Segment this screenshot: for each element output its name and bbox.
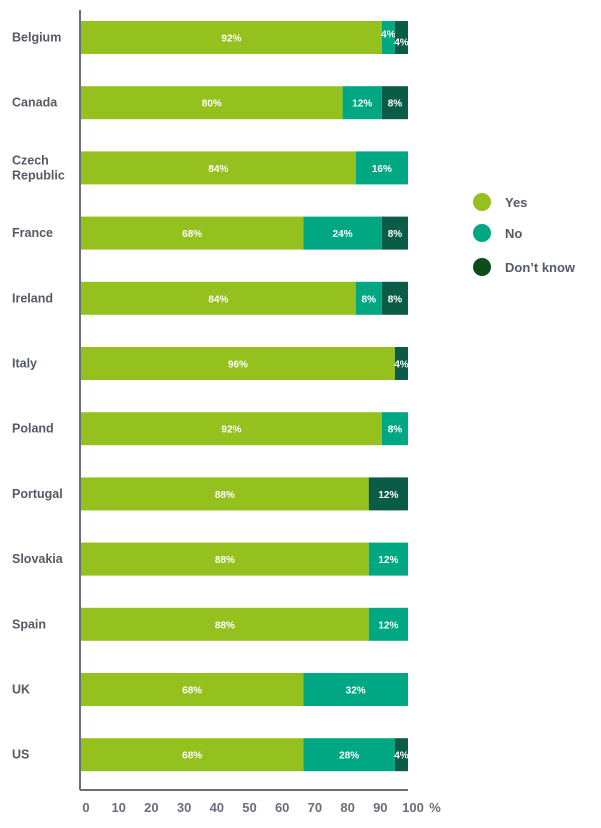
legend-marker-2: [473, 258, 491, 276]
data-label: 4%: [394, 751, 409, 762]
bar-no: [342, 86, 382, 120]
category-label: Portugal: [12, 487, 63, 501]
data-label: 4%: [381, 30, 396, 41]
data-label: 24%: [333, 229, 353, 240]
x-tick-label: 100: [402, 800, 424, 815]
data-label: 8%: [388, 229, 403, 240]
data-label: 92%: [221, 34, 241, 45]
x-tick-label: 70: [308, 800, 322, 815]
bar-yes: [81, 542, 369, 576]
x-tick-label: 10: [111, 800, 125, 815]
bar-no: [303, 673, 408, 706]
x-tick-label: 0: [82, 800, 89, 815]
legend-marker-1: [473, 224, 491, 242]
bar-no: [355, 151, 408, 185]
data-label: 4%: [394, 38, 409, 49]
x-tick-label: 50: [242, 800, 256, 815]
data-label: 88%: [215, 555, 235, 566]
category-label: Republic: [12, 168, 65, 182]
category-label: Spain: [12, 617, 46, 631]
bar-don-t-know: [381, 86, 408, 120]
bar-yes: [81, 347, 395, 380]
data-label: 4%: [394, 360, 409, 371]
x-tick-label: 40: [210, 800, 224, 815]
bar-no: [381, 21, 395, 54]
bar-no: [368, 607, 408, 641]
bar-don-t-know: [381, 216, 408, 250]
legend-label: Don’t know: [505, 260, 576, 275]
data-label: 80%: [202, 99, 222, 110]
data-label: 92%: [221, 425, 241, 436]
category-label: Italy: [12, 357, 37, 371]
bar-yes: [81, 21, 382, 54]
category-label: UK: [12, 683, 30, 697]
data-label: 96%: [228, 360, 248, 371]
data-label: 12%: [352, 99, 372, 110]
category-label: Slovakia: [12, 552, 64, 566]
data-label: 16%: [372, 164, 392, 175]
data-label: 12%: [378, 555, 398, 566]
x-tick-label: 90: [373, 800, 387, 815]
data-label: 12%: [378, 490, 398, 501]
category-label: Czech: [12, 153, 49, 167]
category-label: US: [12, 748, 29, 762]
bar-don-t-know: [394, 21, 408, 54]
data-label: 8%: [388, 425, 403, 436]
bar-yes: [81, 477, 369, 511]
bar-yes: [81, 86, 343, 120]
bar-no: [303, 216, 382, 250]
bar-don-t-know: [394, 738, 408, 772]
bar-yes: [81, 281, 356, 315]
data-label: 32%: [346, 686, 366, 697]
data-label: 68%: [182, 751, 202, 762]
data-label: 68%: [182, 686, 202, 697]
data-label: 84%: [208, 164, 228, 175]
data-label: 88%: [215, 490, 235, 501]
bar-no: [381, 412, 408, 446]
bar-yes: [81, 216, 304, 250]
bar-don-t-know: [394, 347, 408, 380]
x-tick-label: 80: [340, 800, 354, 815]
legend-marker-0: [473, 193, 491, 211]
category-label: Ireland: [12, 291, 53, 305]
x-axis-unit: %: [429, 800, 441, 815]
bar-yes: [81, 738, 304, 772]
data-label: 8%: [388, 99, 403, 110]
bar-yes: [81, 412, 382, 446]
x-tick-label: 60: [275, 800, 289, 815]
category-label: Canada: [12, 96, 58, 110]
category-label: France: [12, 226, 53, 240]
bar-don-t-know: [368, 477, 408, 511]
category-label: Poland: [12, 422, 54, 436]
data-label: 88%: [215, 620, 235, 631]
legend-label: Yes: [505, 195, 527, 210]
bar-yes: [81, 673, 304, 706]
bar-yes: [81, 151, 356, 185]
data-label: 28%: [339, 751, 359, 762]
data-label: 8%: [388, 294, 403, 305]
bar-no: [303, 738, 395, 772]
data-label: 84%: [208, 294, 228, 305]
bar-no: [355, 281, 382, 315]
data-label: 8%: [362, 294, 377, 305]
bar-no: [368, 542, 408, 576]
legend-label: No: [505, 226, 522, 241]
category-label: Belgium: [12, 31, 61, 45]
x-tick-label: 30: [177, 800, 191, 815]
data-label: 68%: [182, 229, 202, 240]
bar-don-t-know: [381, 281, 408, 315]
bar-yes: [81, 607, 369, 641]
data-label: 12%: [378, 620, 398, 631]
x-tick-label: 20: [144, 800, 158, 815]
